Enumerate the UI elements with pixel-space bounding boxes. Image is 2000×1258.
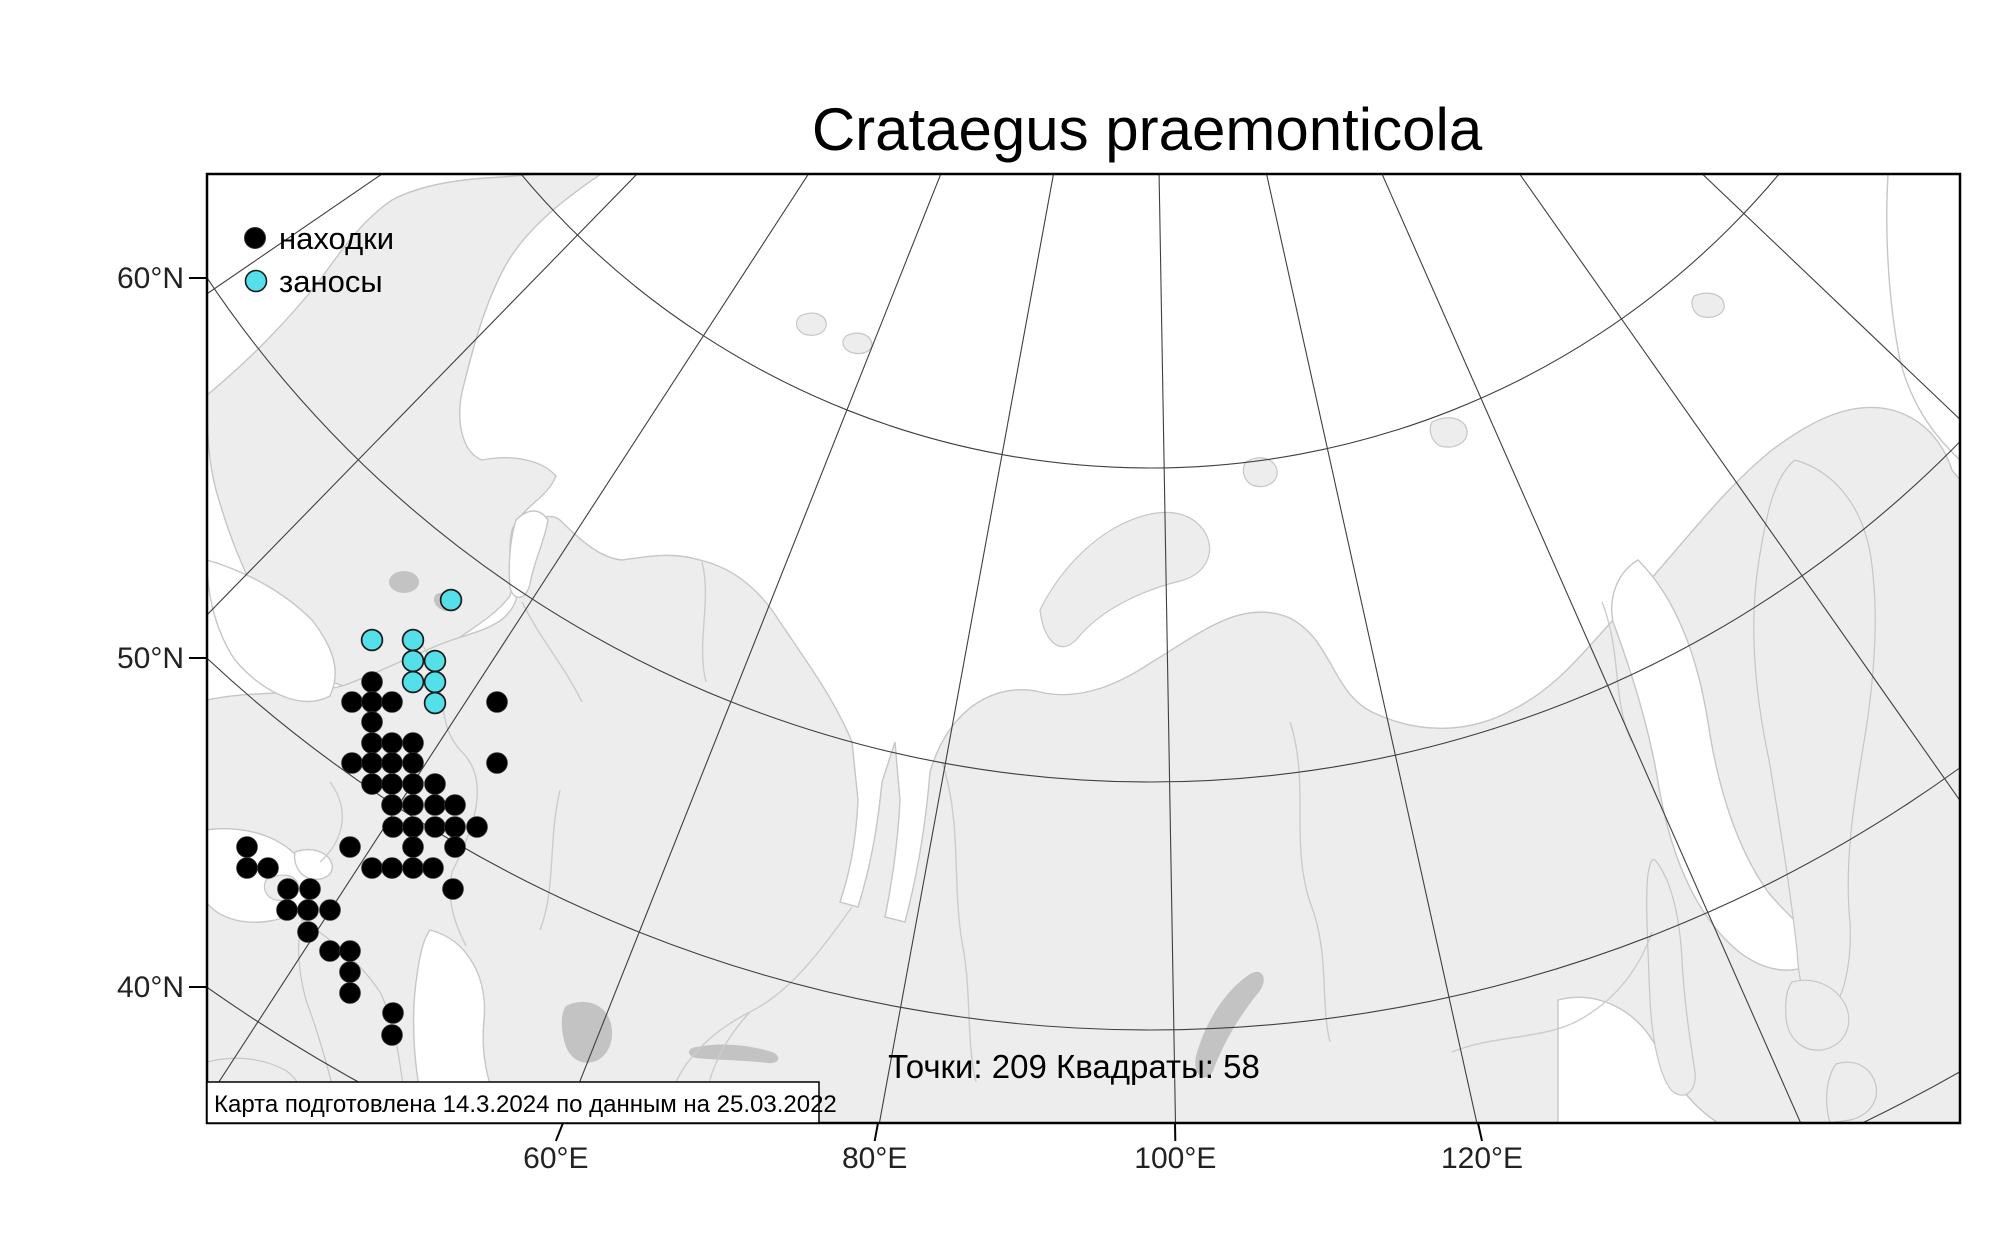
axis-tick	[556, 1123, 563, 1141]
find-dot	[237, 837, 258, 858]
lon-tick-label: 100°E	[1134, 1142, 1216, 1175]
introduction-dot	[403, 651, 424, 672]
find-dot	[382, 795, 403, 816]
stats-text: Точки: 209 Квадраты: 58	[888, 1048, 1260, 1085]
parallel-70n	[330, 0, 1970, 468]
introductions-legend-label: заносы	[279, 264, 383, 299]
find-dot	[403, 753, 424, 774]
find-dot	[423, 858, 444, 879]
lat-tick-label: 50°N	[117, 642, 184, 675]
find-dot	[383, 1003, 404, 1024]
find-dot	[362, 858, 383, 879]
lat-tick-label: 60°N	[117, 262, 184, 295]
find-dot	[342, 692, 363, 713]
find-dot	[487, 753, 508, 774]
introduction-dot	[441, 590, 462, 611]
find-dot	[298, 900, 319, 921]
introductions-legend-dot-icon	[246, 271, 267, 292]
find-dot	[445, 795, 466, 816]
find-dot	[258, 858, 279, 879]
find-dot	[320, 941, 341, 962]
caption-box: Карта подготовлена 14.3.2024 по данным н…	[207, 1082, 837, 1123]
find-dot	[443, 879, 464, 900]
find-dot	[425, 774, 446, 795]
find-dot	[445, 837, 466, 858]
find-dot	[278, 879, 299, 900]
find-dot	[403, 774, 424, 795]
introduction-dot	[362, 630, 383, 651]
introduction-dot	[403, 672, 424, 693]
introduction-dot	[425, 672, 446, 693]
introduction-dot	[425, 651, 446, 672]
find-dot	[362, 753, 383, 774]
caption-text: Карта подготовлена 14.3.2024 по данным н…	[214, 1091, 837, 1118]
franz-josef-land	[797, 313, 872, 353]
find-dot	[467, 817, 488, 838]
find-dot	[362, 712, 383, 733]
find-dot	[382, 774, 403, 795]
introduction-dot	[403, 630, 424, 651]
introduction-dot	[425, 693, 446, 714]
find-dot	[362, 692, 383, 713]
find-dot	[237, 858, 258, 879]
lat-tick-label: 40°N	[117, 971, 184, 1004]
novaya-zemlya	[1040, 512, 1210, 646]
find-dot	[382, 858, 403, 879]
find-dot	[320, 900, 341, 921]
find-dot	[362, 733, 383, 754]
find-dot	[487, 692, 508, 713]
find-dot	[403, 837, 424, 858]
find-dot	[382, 1025, 403, 1046]
find-dot	[383, 817, 404, 838]
find-dot	[403, 733, 424, 754]
find-dot	[403, 795, 424, 816]
axis-tick	[1478, 1123, 1482, 1141]
find-dot	[340, 983, 361, 1004]
find-dot	[382, 733, 403, 754]
finds-legend-label: находки	[279, 221, 394, 256]
new-siberian-islands	[1430, 418, 1467, 447]
page-title: Crataegus praemonticola	[812, 96, 1483, 163]
find-dot	[445, 817, 466, 838]
lon-tick-label: 60°E	[523, 1142, 588, 1175]
lon-tick-label: 80°E	[842, 1142, 907, 1175]
finds-legend-dot-icon	[245, 228, 266, 249]
find-dot	[298, 922, 319, 943]
find-dot	[362, 774, 383, 795]
lake-ladoga	[389, 571, 419, 593]
find-dot	[382, 753, 403, 774]
find-dot	[425, 817, 446, 838]
find-dot	[342, 753, 363, 774]
find-dot	[300, 879, 321, 900]
find-dot	[403, 817, 424, 838]
find-dot	[340, 962, 361, 983]
find-dot	[425, 795, 446, 816]
wrangel-island	[1692, 293, 1724, 317]
find-dot	[277, 900, 298, 921]
find-dot	[382, 692, 403, 713]
find-dot	[362, 672, 383, 693]
axis-tick	[875, 1123, 878, 1141]
find-dot	[340, 837, 361, 858]
find-dot	[340, 941, 361, 962]
find-dot	[403, 858, 424, 879]
lon-tick-label: 120°E	[1441, 1142, 1523, 1175]
